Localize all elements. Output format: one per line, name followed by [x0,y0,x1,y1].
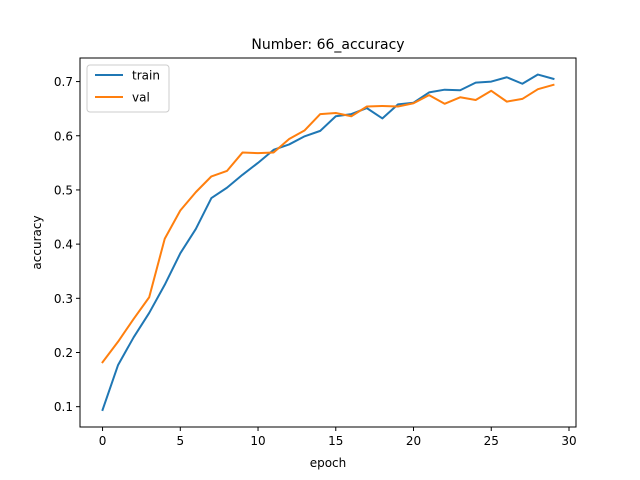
legend-box [86,64,170,113]
x-axis-ticks: 0 5 10 15 20 25 30 [99,427,577,448]
chart-title: Number: 66_accuracy [251,37,404,53]
y-tick-label: 0.5 [54,183,73,197]
x-tick-label: 30 [561,434,576,448]
x-tick-label: 20 [406,434,421,448]
legend-label-train: train [132,69,160,83]
y-tick-label: 0.3 [54,292,73,306]
y-tick-label: 0.7 [54,75,73,89]
legend-label-val: val [132,91,150,105]
x-tick-label: 5 [176,434,184,448]
y-tick-label: 0.4 [54,238,73,252]
x-tick-label: 25 [484,434,499,448]
y-axis-ticks: 0.1 0.2 0.3 0.4 0.5 0.6 0.7 [54,75,80,414]
x-axis-title: epoch [310,456,347,470]
series-layer [101,73,555,412]
legend: train val [86,64,170,113]
x-tick-label: 15 [328,434,343,448]
series-line-train [101,73,555,412]
y-tick-label: 0.1 [54,400,73,414]
axes-frame [79,57,577,428]
y-axis-title: accuracy [30,215,44,269]
y-tick-label: 0.2 [54,346,73,360]
y-tick-label: 0.6 [54,129,73,143]
x-tick-label: 0 [99,434,107,448]
series-line-val [101,83,555,364]
x-tick-label: 10 [250,434,265,448]
plot-area [79,57,577,428]
